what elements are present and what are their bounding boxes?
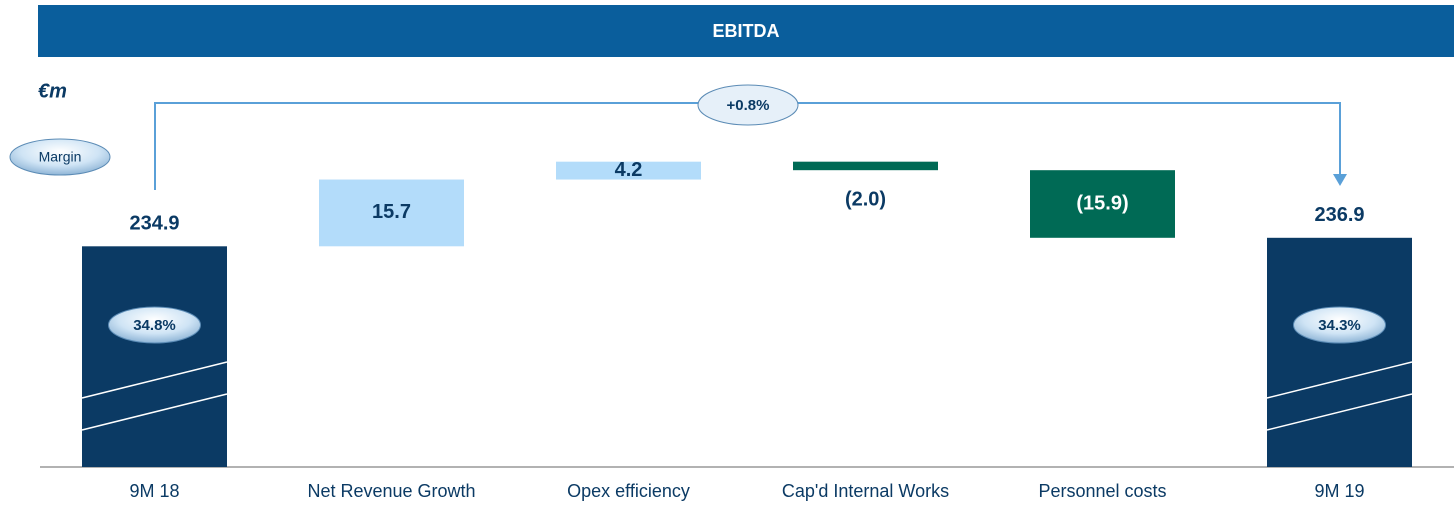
x-tick-label: Cap'd Internal Works xyxy=(782,481,949,501)
annotation: +0.8% xyxy=(727,97,770,114)
value-label: 4.2 xyxy=(615,159,643,181)
chart-title: EBITDA xyxy=(713,21,780,41)
value-label: 234.9 xyxy=(129,213,179,235)
bar xyxy=(793,161,938,171)
x-tick-label: Opex efficiency xyxy=(567,481,690,501)
margin-pill xyxy=(108,306,201,344)
break-line xyxy=(81,361,228,399)
x-tick-label: 9M 19 xyxy=(1314,481,1364,501)
legend-pill xyxy=(9,138,111,176)
value-label: 236.9 xyxy=(1314,204,1364,226)
value-label: 15.7 xyxy=(372,201,411,223)
unit-label: €m xyxy=(38,80,67,102)
x-tick-label: 9M 18 xyxy=(129,481,179,501)
x-tick-label: Personnel costs xyxy=(1038,481,1166,501)
arrow-head xyxy=(1333,174,1347,186)
break-line xyxy=(81,393,228,431)
bar xyxy=(319,179,464,247)
annotation-pill xyxy=(697,84,799,126)
header-bar xyxy=(38,5,1454,57)
value-label: (15.9) xyxy=(1076,192,1128,214)
bar xyxy=(556,161,701,180)
x-tick-label: Net Revenue Growth xyxy=(307,481,475,501)
bar xyxy=(1030,170,1175,238)
margin-label: 34.8% xyxy=(133,317,176,334)
margin-label: 34.3% xyxy=(1318,317,1361,334)
value-label: (2.0) xyxy=(845,188,886,210)
bar xyxy=(1267,237,1412,467)
break-line xyxy=(1266,361,1413,399)
bar xyxy=(82,246,227,467)
legend-label: Margin xyxy=(39,149,82,165)
margin-pill xyxy=(1293,306,1386,344)
break-line xyxy=(1266,393,1413,431)
